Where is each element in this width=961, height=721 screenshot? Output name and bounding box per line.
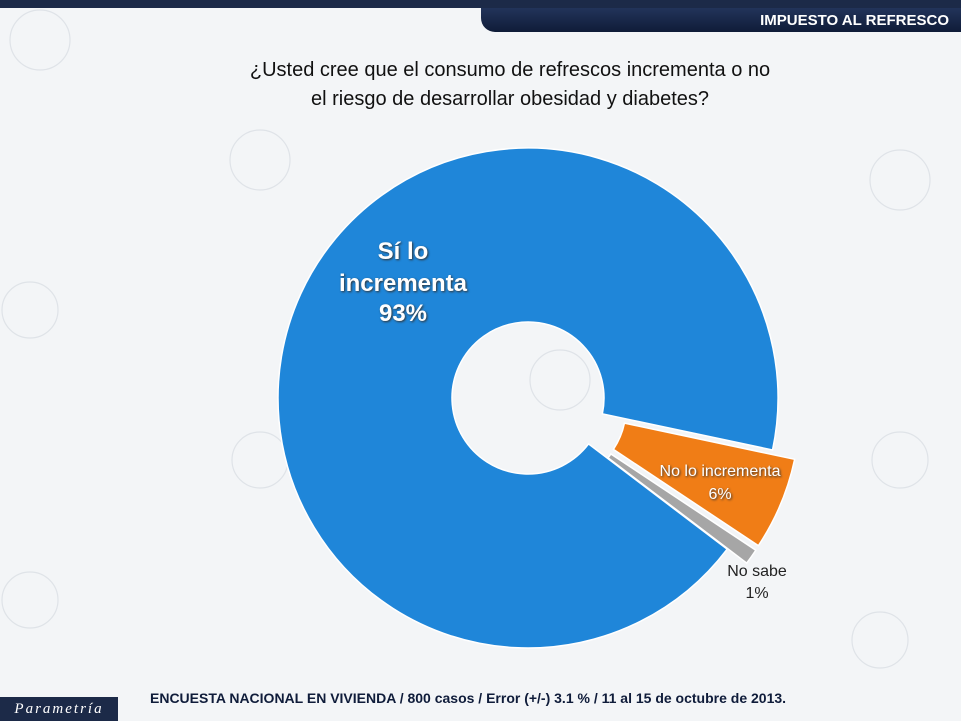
category-label: Sí lo incrementa [338,238,468,297]
value-label: 93% [378,300,428,327]
category-label: No lo incrementa [659,463,781,480]
category-label: No sabe [727,563,787,580]
logo: Parametría [0,697,118,721]
slice [612,422,796,547]
header-bar [0,0,961,8]
footnote: ENCUESTA NACIONAL EN VIVIENDA / 800 caso… [150,690,787,706]
slice [607,452,757,565]
chart-title: ¿Usted cree que el consumo de refrescos … [249,59,771,110]
section-tab: IMPUESTO AL REFRESCO [481,8,961,32]
value-label: 1% [745,585,769,602]
value-label: 6% [708,486,732,503]
slice [277,147,779,649]
